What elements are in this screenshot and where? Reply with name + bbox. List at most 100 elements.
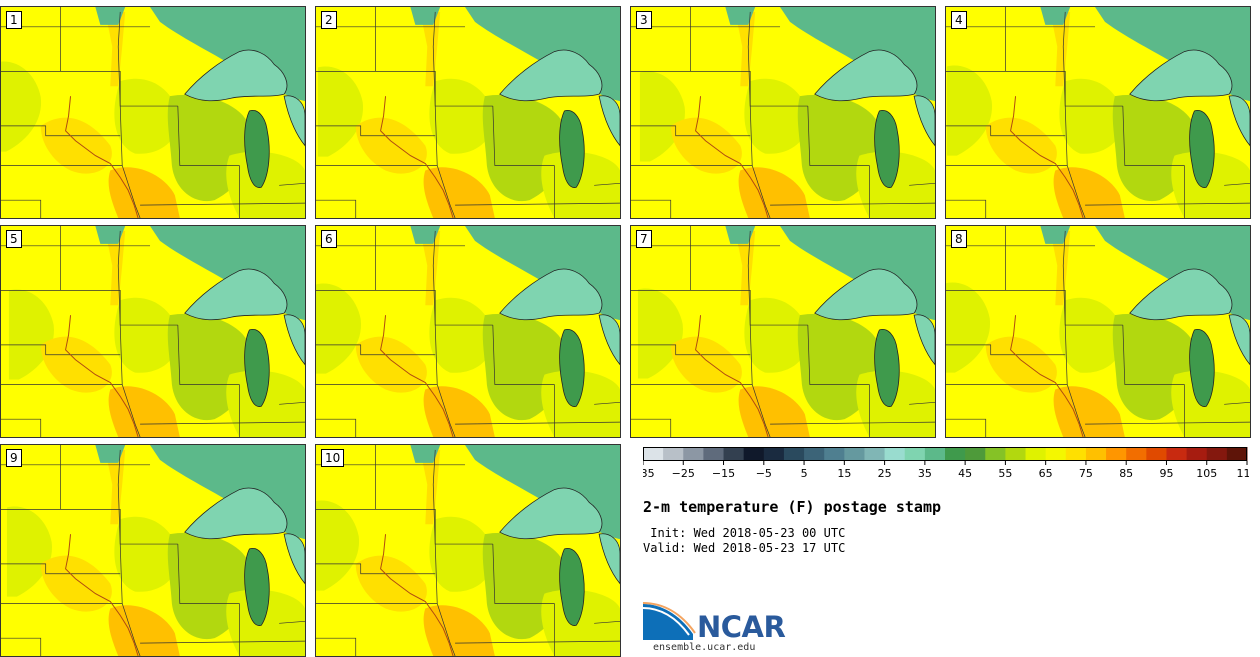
member-number-label: 2 (321, 11, 337, 29)
colorbar-segment (743, 447, 765, 461)
colorbar-tick-label: −35 (643, 467, 655, 480)
cool-zone-west (1, 61, 41, 152)
warm-streak-north (1050, 230, 1071, 306)
canada-cool-spot (95, 445, 126, 463)
member-number-label: 9 (6, 449, 22, 467)
cool-zone-southeast (226, 589, 305, 656)
member-map-panel-5: 5 (0, 225, 306, 438)
member-number-label: 4 (951, 11, 967, 29)
warm-zone-south (108, 386, 180, 437)
lake-superior (184, 268, 288, 321)
warm-zone-central (355, 555, 427, 612)
canada-cool-spot (410, 7, 441, 25)
colorbar-segment (1085, 447, 1107, 461)
colorbar-segment (1126, 447, 1147, 461)
colorbar-segment (864, 447, 886, 461)
member-map-panel-8: 8 (945, 225, 1251, 438)
missouri-river (1010, 96, 1084, 218)
state-borders (1, 7, 305, 218)
canada-cool-spot (410, 226, 441, 244)
warm-zone-south (1053, 167, 1125, 218)
cool-zone-central (744, 297, 808, 373)
valid-time: Valid: Wed 2018-05-23 17 UTC (643, 541, 846, 555)
canada-cool-spot (725, 226, 756, 244)
canada-cool-spot (1040, 226, 1071, 244)
warm-zone-central (40, 555, 112, 612)
lake-superior (499, 49, 603, 102)
lake-superior (184, 49, 288, 102)
warm-zone-south (738, 167, 810, 218)
colorbar-tick-label: 5 (801, 467, 808, 480)
temperature-colorbar: −35 −25 −15 −5 5 15 25 35 45 55 65 75 85 95 105 115 (643, 447, 1250, 480)
temperature-map (946, 7, 1250, 218)
lake-michigan (244, 110, 270, 188)
lake-michigan (1189, 329, 1215, 407)
lake-huron (598, 314, 620, 366)
warm-zone-south (423, 605, 495, 656)
warm-zone-central (985, 117, 1057, 174)
colorbar-segment (1106, 447, 1127, 461)
warm-zone-south (1053, 386, 1125, 437)
warm-streak-north (420, 449, 441, 525)
cool-zone-southeast (226, 151, 305, 218)
state-borders (946, 226, 1250, 437)
colorbar-segment (924, 447, 946, 461)
missouri-river (65, 534, 139, 656)
cool-zone-west (946, 65, 993, 156)
init-time: Init: Wed 2018-05-23 00 UTC (643, 526, 846, 540)
lake-michigan (559, 548, 585, 626)
state-borders (1, 226, 305, 437)
lake-superior (1129, 49, 1233, 102)
colorbar-segment (824, 447, 845, 461)
cool-zone-west (6, 506, 52, 597)
colorbar-segment (1186, 447, 1208, 461)
warm-zone-south (108, 605, 180, 656)
website-link[interactable]: ensemble.ucar.edu (653, 642, 756, 653)
member-number-label: 10 (321, 449, 345, 467)
cool-zone-central (114, 516, 178, 592)
ncar-logo-text: NCAR (697, 610, 786, 644)
cool-zone-central (1059, 297, 1123, 373)
colorbar-segment (945, 447, 966, 461)
colorbar-segment (663, 447, 684, 461)
warm-zone-central (670, 117, 742, 174)
cool-zone-central (429, 297, 493, 373)
member-number-label: 3 (636, 11, 652, 29)
lake-huron (598, 533, 620, 585)
warm-zone-central (355, 117, 427, 174)
member-map-panel-3: 3 (630, 6, 936, 219)
temperature-map (946, 226, 1250, 437)
cool-zone-west (946, 282, 990, 373)
colorbar-segment (723, 447, 745, 461)
cool-zone-west (316, 500, 359, 591)
state-borders (316, 7, 620, 218)
colorbar-segment (1206, 447, 1228, 461)
colorbar-tick-label: 55 (998, 467, 1012, 480)
temperature-map (316, 226, 620, 437)
cool-zone-west (316, 283, 362, 374)
colorbar-tick-label: 65 (1039, 467, 1053, 480)
warm-zone-central (670, 336, 742, 393)
missouri-river (380, 96, 454, 218)
cool-zone-southeast (226, 370, 305, 437)
warm-zone-central (355, 336, 427, 393)
cool-zone-southeast (1171, 370, 1250, 437)
canada-cool-spot (1040, 7, 1071, 25)
cool-zone-west (637, 288, 683, 379)
missouri-river (65, 315, 139, 437)
cool-zone-central (114, 78, 178, 154)
colorbar-tick-label: 75 (1079, 467, 1093, 480)
warm-zone-south (738, 386, 810, 437)
state-borders (946, 7, 1250, 218)
colorbar-tick-label: 115 (1237, 467, 1250, 480)
colorbar-tick-label: −25 (672, 467, 695, 480)
temperature-map (1, 7, 305, 218)
colorbar-segment (643, 447, 664, 461)
colorbar-segment (1226, 447, 1248, 461)
colorbar-segment (683, 447, 704, 461)
lake-superior (184, 487, 288, 540)
lake-michigan (874, 110, 900, 188)
lake-huron (913, 95, 935, 147)
canada-cool-spot (95, 226, 126, 244)
lake-huron (283, 95, 305, 147)
